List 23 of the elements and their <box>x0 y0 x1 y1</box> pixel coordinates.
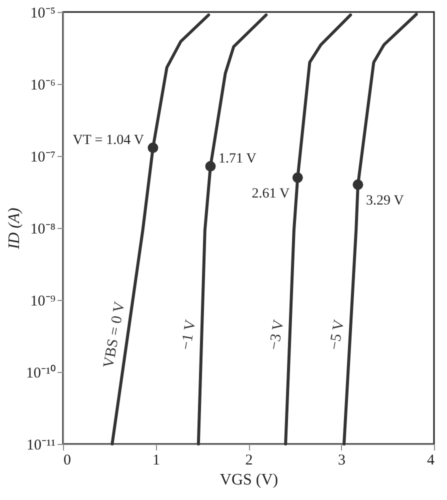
text: VBS = 0 V <box>100 300 128 370</box>
y-tick-label: 10⁻¹⁰ <box>26 364 56 382</box>
annotation: 2.61 V <box>252 186 290 202</box>
line-series <box>342 12 418 446</box>
annotation: VT = 1.04 V <box>72 132 144 148</box>
annotation: 1.71 V <box>218 151 256 166</box>
x-axis-title: VGS (V) <box>220 472 278 488</box>
y-tick-label: 10⁻⁶ <box>30 78 56 94</box>
text: −5 V <box>326 318 348 352</box>
y-tick-label: 10⁻⁹ <box>30 294 56 310</box>
x-tick-label: 2 <box>245 452 253 468</box>
y-tick-label: 10⁻¹¹ <box>26 438 56 454</box>
text: −3 V <box>266 318 288 352</box>
y-axis-title: ID (A) <box>6 208 24 250</box>
x-tick-label: 3 <box>338 452 346 468</box>
annotation: 3.29 V <box>366 194 404 209</box>
text: −1 V <box>178 318 200 352</box>
x-tick-label: 0 <box>64 452 71 468</box>
y-tick-label: 10⁻⁵ <box>30 6 56 22</box>
x-tick-label: 4 <box>427 452 435 468</box>
y-tick-label: 10⁻⁷ <box>30 150 56 166</box>
x-tick-label: 1 <box>152 452 160 468</box>
y-tick-label: 10⁻⁸ <box>30 222 56 238</box>
